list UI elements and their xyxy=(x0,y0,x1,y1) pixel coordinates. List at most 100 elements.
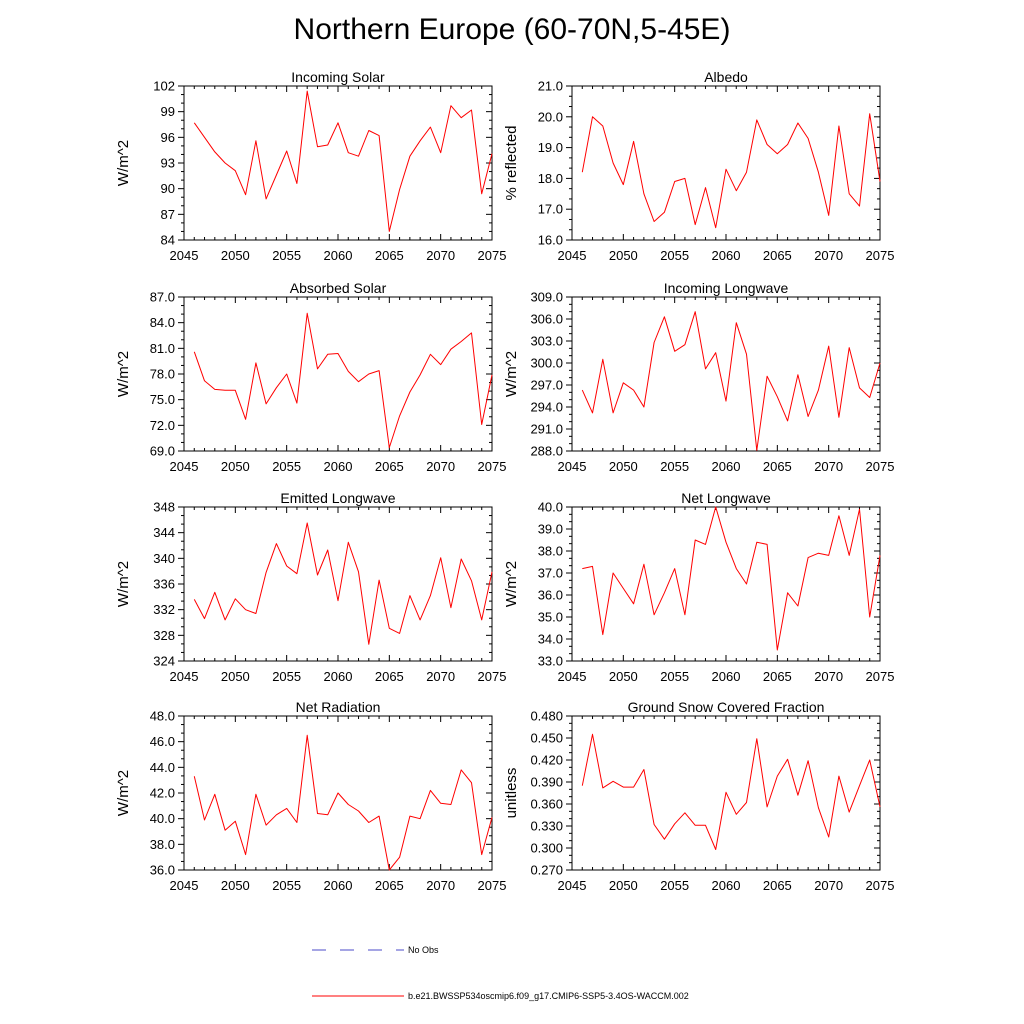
plot-frame xyxy=(183,85,493,241)
y-axis-label: W/m^2 xyxy=(503,561,520,607)
y-tick-label: 303.0 xyxy=(530,334,563,349)
y-tick-label: 90 xyxy=(161,181,175,196)
x-tick-label: 2055 xyxy=(272,878,301,893)
y-tick-label: 87.0 xyxy=(150,290,175,305)
y-tick-label: 84 xyxy=(161,233,175,248)
series-line xyxy=(193,734,493,871)
x-tick-label: 2045 xyxy=(558,459,587,474)
panel-title: Incoming Solar xyxy=(291,69,385,85)
y-tick-label: 69.0 xyxy=(150,444,175,459)
y-tick-label: 37.0 xyxy=(538,566,563,581)
y-tick-label: 72.0 xyxy=(150,418,175,433)
y-axis-label: unitless xyxy=(503,768,520,819)
x-tick-label: 2045 xyxy=(170,878,199,893)
x-tick-label: 2075 xyxy=(478,459,507,474)
legend xyxy=(312,949,404,997)
x-tick-label: 2075 xyxy=(478,669,507,684)
y-tick-label: 306.0 xyxy=(530,312,563,327)
y-tick-label: 102 xyxy=(153,79,175,94)
x-tick-label: 2045 xyxy=(170,459,199,474)
panel-title: Net Longwave xyxy=(681,490,771,506)
y-tick-label: 36.0 xyxy=(150,863,175,878)
y-tick-label: 34.0 xyxy=(538,632,563,647)
panel-8: 2045 2050 2055 2060 2065 2070 2075 0.270 0.300 0.… xyxy=(503,699,894,893)
x-tick-label: 2075 xyxy=(866,878,895,893)
panel-title: Albedo xyxy=(704,69,748,85)
series-line xyxy=(581,733,881,850)
y-axis-label: W/m^2 xyxy=(115,561,132,607)
y-tick-label: 16.0 xyxy=(538,233,563,248)
plot-frame xyxy=(183,296,493,452)
panel-2: 2045 2050 2055 2060 2065 2070 2075 16.0 17.0 18.0… xyxy=(503,69,894,263)
series-line xyxy=(581,311,881,451)
y-tick-label: 348 xyxy=(153,500,175,515)
y-tick-label: 40.0 xyxy=(538,500,563,515)
y-tick-label: 36.0 xyxy=(538,588,563,603)
x-tick-label: 2075 xyxy=(866,669,895,684)
x-tick-label: 2065 xyxy=(375,669,404,684)
y-axis-label: W/m^2 xyxy=(503,351,520,397)
x-tick-label: 2060 xyxy=(712,459,741,474)
x-tick-label: 2065 xyxy=(763,459,792,474)
x-tick-label: 2060 xyxy=(324,248,353,263)
panel-1: 2045 2050 2055 2060 2065 2070 2075 84 87 90 93 96 99… xyxy=(115,69,506,263)
y-tick-label: 324 xyxy=(153,654,175,669)
y-tick-label: 0.330 xyxy=(530,819,563,834)
panel-3: 2045 2050 2055 2060 2065 2070 2075 69.0 72.0 75.0… xyxy=(115,280,506,474)
x-tick-label: 2060 xyxy=(324,878,353,893)
y-tick-label: 297.0 xyxy=(530,378,563,393)
figure-title: Northern Europe (60-70N,5-45E) xyxy=(293,13,731,46)
x-tick-label: 2065 xyxy=(763,878,792,893)
x-tick-label: 2050 xyxy=(221,878,250,893)
y-tick-label: 84.0 xyxy=(150,315,175,330)
x-tick-label: 2075 xyxy=(866,248,895,263)
y-tick-label: 96 xyxy=(161,130,175,145)
x-tick-label: 2055 xyxy=(272,248,301,263)
y-axis-label: W/m^2 xyxy=(115,770,132,816)
x-tick-label: 2070 xyxy=(814,669,843,684)
y-tick-label: 18.0 xyxy=(538,171,563,186)
panel-title: Net Radiation xyxy=(296,699,381,715)
x-tick-label: 2065 xyxy=(375,459,404,474)
x-tick-label: 2055 xyxy=(660,878,689,893)
x-tick-label: 2060 xyxy=(712,669,741,684)
y-tick-label: 0.270 xyxy=(530,863,563,878)
y-tick-label: 0.420 xyxy=(530,753,563,768)
panel-7: 2045 2050 2055 2060 2065 2070 2075 36.0 38.0 40.0… xyxy=(115,699,506,893)
panel-6: 2045 2050 2055 2060 2065 2070 2075 33.0 34.0 35.0… xyxy=(503,490,894,684)
x-tick-label: 2070 xyxy=(814,459,843,474)
x-tick-label: 2045 xyxy=(558,878,587,893)
y-tick-label: 75.0 xyxy=(150,392,175,407)
y-tick-label: 332 xyxy=(153,602,175,617)
x-tick-label: 2055 xyxy=(272,669,301,684)
y-tick-label: 40.0 xyxy=(150,811,175,826)
y-tick-label: 344 xyxy=(153,525,175,540)
x-tick-label: 2050 xyxy=(609,669,638,684)
x-tick-label: 2050 xyxy=(221,459,250,474)
series-line xyxy=(582,506,881,651)
y-tick-label: 309.0 xyxy=(530,290,563,305)
y-tick-label: 87 xyxy=(161,207,175,222)
y-tick-label: 17.0 xyxy=(538,202,563,217)
series-line xyxy=(193,90,493,232)
y-tick-label: 99 xyxy=(161,104,175,119)
panel-title: Emitted Longwave xyxy=(280,490,395,506)
y-tick-label: 44.0 xyxy=(150,760,175,775)
y-tick-label: 0.450 xyxy=(530,731,563,746)
plot-frame xyxy=(571,296,881,452)
x-tick-label: 2045 xyxy=(558,248,587,263)
x-tick-label: 2050 xyxy=(221,248,250,263)
x-tick-label: 2060 xyxy=(324,669,353,684)
y-tick-label: 300.0 xyxy=(530,356,563,371)
y-axis-label: % reflected xyxy=(503,125,520,200)
y-tick-label: 288.0 xyxy=(530,444,563,459)
x-tick-label: 2045 xyxy=(170,248,199,263)
y-tick-label: 0.480 xyxy=(530,709,563,724)
y-tick-label: 336 xyxy=(153,577,175,592)
x-tick-label: 2070 xyxy=(814,878,843,893)
x-tick-label: 2045 xyxy=(170,669,199,684)
y-tick-label: 93 xyxy=(161,156,175,171)
x-tick-label: 2055 xyxy=(660,459,689,474)
x-tick-label: 2050 xyxy=(221,669,250,684)
panel-title: Ground Snow Covered Fraction xyxy=(628,699,825,715)
